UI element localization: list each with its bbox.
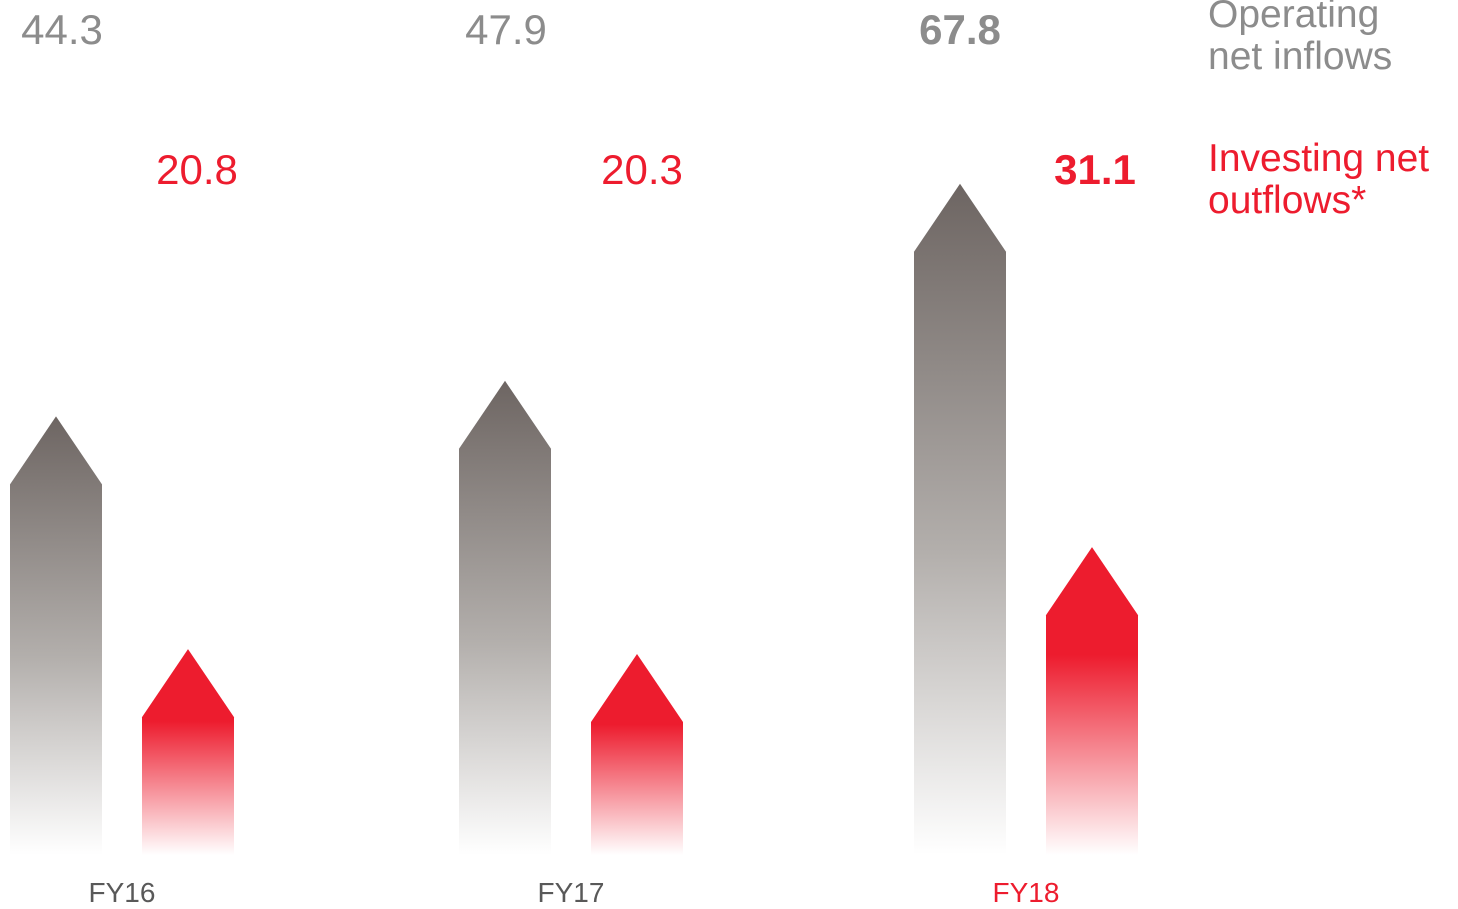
chart-marks: 44.3 20.8 FY16 47.9 20.3 FY17 67.8 31.1 FY18 bbox=[10, 6, 1138, 908]
bar-operating-fy18 bbox=[914, 183, 1006, 855]
legend-operating-line1: Operating bbox=[1208, 0, 1380, 36]
bar-operating-fy17 bbox=[459, 380, 551, 855]
legend-investing-line2: outflows* bbox=[1208, 179, 1367, 222]
bar-operating-fy16 bbox=[10, 416, 102, 855]
value-label-operating-fy16: 44.3 bbox=[21, 6, 103, 53]
value-label-operating-fy17: 47.9 bbox=[465, 6, 547, 53]
value-label-investing-fy17: 20.3 bbox=[601, 146, 683, 193]
category-label-fy17: FY17 bbox=[538, 877, 605, 908]
category-label-fy18: FY18 bbox=[993, 877, 1060, 908]
value-label-operating-fy18: 67.8 bbox=[919, 6, 1001, 53]
category-label-fy16: FY16 bbox=[89, 877, 156, 908]
bar-investing-fy17 bbox=[591, 654, 683, 855]
bar-investing-fy16 bbox=[142, 649, 234, 855]
legend-operating-net-inflows: Operating net inflows bbox=[1208, 0, 1458, 78]
value-label-investing-fy16: 20.8 bbox=[156, 146, 238, 193]
legend-investing-net-outflows: Investing net outflows* bbox=[1208, 138, 1458, 222]
value-label-investing-fy18: 31.1 bbox=[1054, 146, 1136, 193]
bar-investing-fy18 bbox=[1046, 547, 1138, 855]
legend-investing-line1: Investing net bbox=[1208, 137, 1430, 180]
legend-operating-line2: net inflows bbox=[1208, 35, 1393, 78]
